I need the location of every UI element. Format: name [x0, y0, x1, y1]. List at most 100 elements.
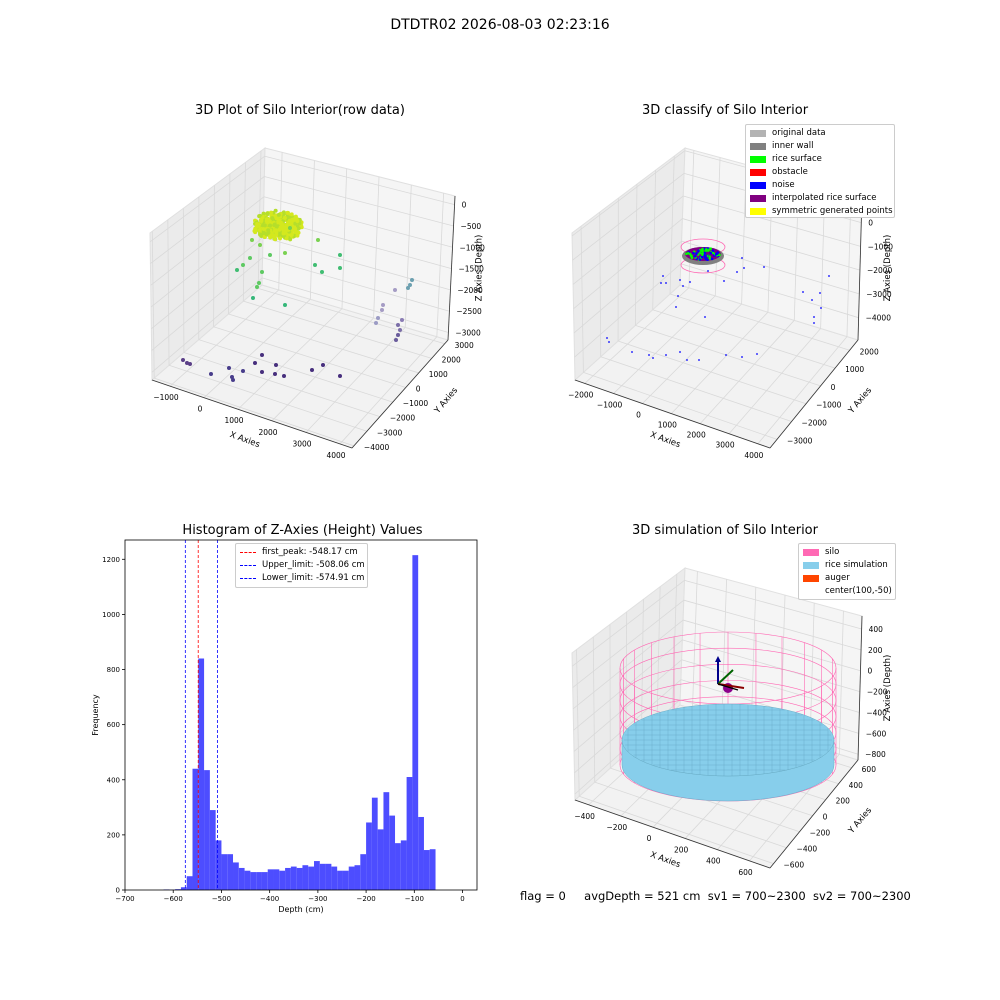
- z-gridline: [264, 155, 455, 206]
- z-gridline: [151, 277, 263, 373]
- noise-point: [660, 282, 662, 284]
- y-gridline: [213, 326, 406, 388]
- histogram-bar: [296, 867, 303, 890]
- x-gridline: [692, 571, 698, 709]
- x-gridline: [838, 610, 844, 755]
- x-tick-label: −300: [308, 895, 327, 903]
- classify-point: [718, 253, 721, 257]
- raw-point: [287, 218, 292, 223]
- y-axis-label: Y Axies: [846, 805, 874, 836]
- classify-point: [686, 251, 690, 255]
- noise-point: [813, 316, 815, 318]
- x-gridline: [721, 579, 727, 718]
- classify-point: [704, 257, 708, 261]
- raw-point: [272, 222, 277, 227]
- legend-label: rice simulation: [825, 560, 888, 570]
- y-gridline: [599, 212, 602, 357]
- noise-point: [819, 292, 821, 294]
- y-tick-label: 0: [831, 383, 836, 392]
- y-gridline: [580, 226, 584, 373]
- y-gridline: [617, 340, 807, 405]
- x-tick-label: −2000: [568, 390, 594, 399]
- legend-swatch: [750, 181, 766, 189]
- y-gridline: [228, 313, 419, 374]
- z-tick-label: −3000: [866, 290, 892, 299]
- raw-point: [278, 236, 283, 241]
- z-gridline: [150, 216, 264, 308]
- legend-label: first_peak: -548.17 cm: [262, 547, 358, 557]
- noise-point: [665, 282, 667, 284]
- y-tick-label: 200: [836, 797, 851, 806]
- z-axis-line: [857, 615, 863, 761]
- noise-point: [828, 275, 830, 277]
- legend-entry: Upper_limit: -508.06 cm: [240, 559, 365, 571]
- classify-point: [689, 254, 693, 258]
- raw-point: [283, 303, 287, 307]
- z-gridline: [262, 277, 449, 333]
- histogram-bar: [186, 876, 193, 890]
- z-tick-label: −1500: [458, 265, 484, 274]
- z-tick-label: −1000: [460, 243, 486, 252]
- y-gridline: [243, 300, 432, 359]
- y-gridline: [669, 293, 850, 351]
- x-gridline: [671, 311, 769, 414]
- noise-point: [698, 359, 700, 361]
- legend-label: inner wall: [772, 141, 814, 151]
- simulation-plot-title: 3D simulation of Silo Interior: [632, 523, 818, 538]
- noise-point: [741, 356, 743, 358]
- raw-point: [276, 212, 281, 217]
- raw-point: [209, 372, 213, 376]
- x-gridline: [642, 303, 742, 404]
- classify-point: [709, 247, 712, 250]
- noise-point: [741, 257, 743, 259]
- y-gridline: [228, 173, 231, 314]
- legend-entry: obstacle: [750, 166, 808, 178]
- histogram-bar: [342, 870, 349, 890]
- z-tick-label: 400: [869, 625, 884, 634]
- histogram-bar: [290, 866, 297, 890]
- histogram-bar: [337, 870, 343, 890]
- classify-point: [698, 258, 702, 261]
- y-tick-label: 0: [116, 887, 120, 895]
- raw-point: [241, 263, 245, 267]
- y-gridline: [183, 352, 380, 418]
- raw-point: [276, 218, 281, 223]
- histogram-bar: [360, 854, 367, 890]
- raw-point: [273, 372, 277, 376]
- x-tick-label: 0: [460, 895, 464, 903]
- y-tick-label: 3000: [455, 341, 474, 350]
- avg-depth-text: avgDepth = 521 cm: [584, 889, 701, 903]
- y-gridline: [652, 170, 657, 310]
- raw-point: [380, 308, 384, 312]
- raw-point: [267, 218, 272, 223]
- raw-point: [408, 283, 412, 287]
- histogram-bar: [204, 770, 210, 890]
- z-gridline: [150, 196, 265, 286]
- y-tick-label: 1200: [102, 556, 120, 564]
- classify-legend: original data inner wall rice surface obsta…: [745, 124, 895, 218]
- y-gridline: [198, 339, 393, 403]
- y-gridline: [594, 781, 787, 849]
- x-gridline: [757, 336, 848, 445]
- y-tick-label: −3000: [377, 428, 403, 437]
- z-tick-label: −3000: [455, 329, 481, 338]
- y-gridline: [168, 364, 368, 432]
- histogram-bar: [319, 863, 326, 890]
- z-gridline: [150, 176, 265, 264]
- x-gridline: [341, 168, 348, 309]
- noise-point: [725, 354, 727, 356]
- z-axis-label: Z Axies (Depth): [883, 235, 893, 302]
- noise-point: [679, 279, 681, 281]
- raw-point: [270, 233, 275, 238]
- x-gridline: [750, 587, 757, 728]
- x-tick-label: 0: [647, 834, 652, 843]
- x-tick-label: −600: [164, 895, 183, 903]
- raw-point: [338, 253, 342, 257]
- raw-point: [396, 333, 400, 337]
- x-gridline: [714, 157, 721, 296]
- histogram-bar: [261, 872, 268, 890]
- legend-label: obstacle: [772, 167, 808, 177]
- noise-point: [704, 316, 706, 318]
- histogram-bar: [227, 854, 234, 890]
- x-gridline: [373, 176, 380, 319]
